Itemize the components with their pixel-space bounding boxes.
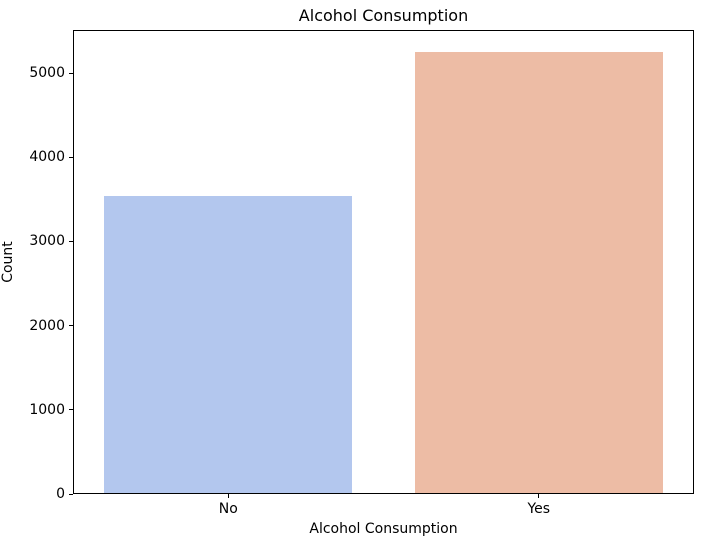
y-tick-mark-1000 [69, 409, 73, 411]
y-tick-label-3000: 3000 [29, 233, 65, 250]
bar-no [104, 196, 353, 494]
y-tick-label-1000: 1000 [29, 401, 65, 418]
bar-yes [414, 52, 663, 494]
x-axis-label: Alcohol Consumption [309, 521, 458, 537]
y-tick-mark-0 [69, 493, 73, 495]
x-tick-mark-yes [538, 494, 540, 498]
y-tick-label-2000: 2000 [29, 317, 65, 334]
y-tick-mark-5000 [69, 72, 73, 74]
y-tick-label-5000: 5000 [29, 65, 65, 82]
y-tick-mark-2000 [69, 325, 73, 327]
y-tick-mark-4000 [69, 156, 73, 158]
x-tick-label-yes: Yes [527, 501, 551, 517]
x-tick-mark-no [227, 494, 229, 498]
y-axis-label: Count [0, 241, 16, 283]
y-tick-label-4000: 4000 [29, 149, 65, 166]
x-tick-label-no: No [218, 501, 238, 517]
y-tick-label-0: 0 [56, 486, 65, 502]
y-tick-mark-3000 [69, 240, 73, 242]
chart-title: Alcohol Consumption [298, 6, 469, 25]
